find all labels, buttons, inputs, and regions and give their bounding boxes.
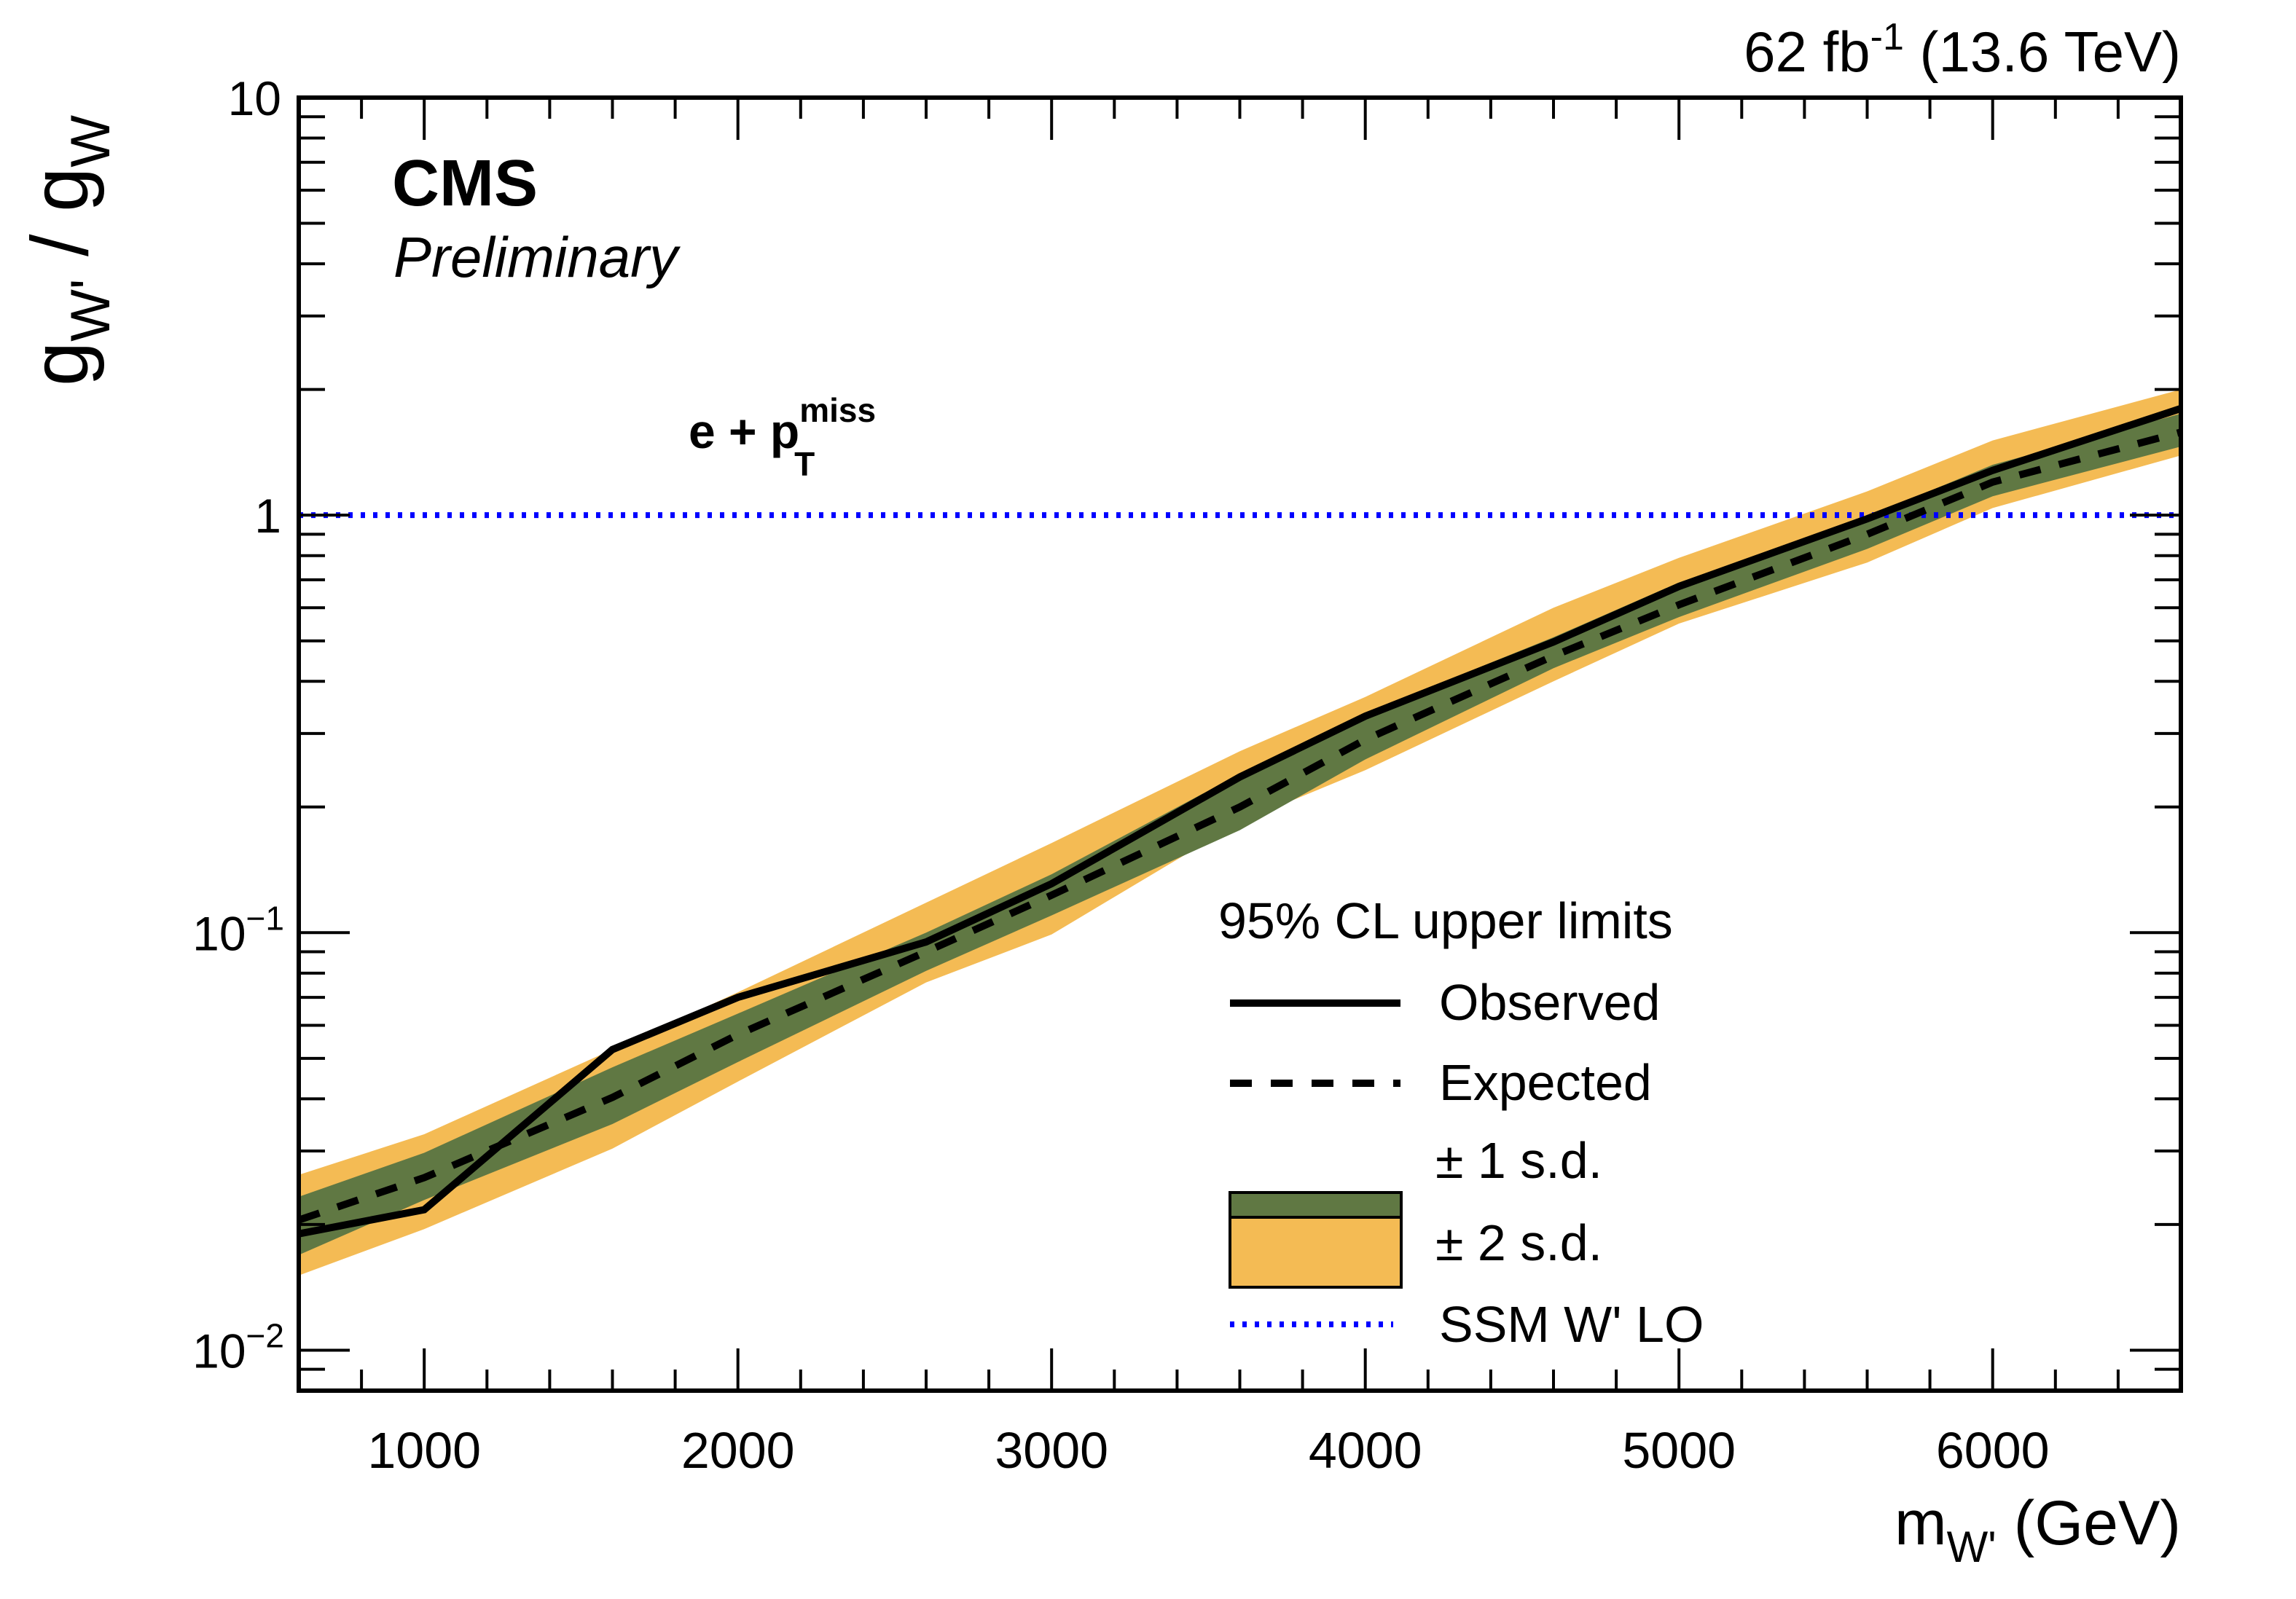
legend-swatch-2sd: [1229, 1216, 1403, 1289]
legend-entry-ssm: SSM W' LO: [1230, 1296, 1704, 1353]
channel-main: e + p: [689, 404, 799, 458]
x-axis-label: mW' (GeV): [1895, 1488, 2181, 1571]
x-tick-label: 6000: [1936, 1422, 2050, 1479]
x-tick-label: 2000: [681, 1422, 795, 1479]
y-label-slash: /: [15, 212, 105, 279]
status-label: Preliminary: [393, 225, 681, 289]
x-tick-label: 5000: [1622, 1422, 1736, 1479]
experiment-label: CMS: [392, 147, 538, 220]
y-tick-base: 10: [192, 1324, 246, 1378]
expected-line: [299, 428, 2181, 1224]
y-tick-label: 10−1: [192, 899, 284, 960]
y-tick-base: 10: [228, 71, 281, 125]
y-tick-exponent: −1: [246, 899, 284, 937]
legend-label-1sd: ± 1 s.d.: [1435, 1132, 1602, 1189]
x-tick-label: 1000: [367, 1422, 481, 1479]
x-tick-label: 4000: [1309, 1422, 1422, 1479]
legend-label-ssm: SSM W' LO: [1439, 1296, 1704, 1353]
channel-sub: T: [794, 445, 815, 483]
x-label-main: m: [1895, 1488, 1947, 1558]
x-label-sub: W': [1947, 1523, 1997, 1571]
y-tick-base: 1: [254, 489, 281, 543]
band-2sd: [299, 389, 2181, 1276]
y-label-g2: g: [15, 168, 105, 212]
legend-title: 95% CL upper limits: [1218, 892, 1673, 949]
y-label-sub1: W': [60, 279, 122, 342]
lumi-value: 62 fb: [1744, 20, 1870, 84]
lumi-exponent: -1: [1870, 16, 1904, 58]
legend-label-expected: Expected: [1439, 1054, 1652, 1111]
y-label-g1: g: [15, 342, 105, 386]
lumi-label: 62 fb-1 (13.6 TeV): [1744, 16, 2181, 84]
y-tick-base: 10: [192, 906, 246, 960]
legend-entry-expected: Expected: [1230, 1054, 1652, 1111]
legend-label-2sd: ± 2 s.d.: [1435, 1214, 1602, 1271]
y-tick-exponent: −2: [246, 1316, 284, 1354]
lines-layer: [299, 405, 2181, 1238]
observed-line: [299, 405, 2181, 1238]
y-tick-label: 10−2: [192, 1316, 284, 1378]
channel-label: e + pmiss T: [689, 391, 876, 483]
legend-entry-2sd: ± 2 s.d.: [1229, 1214, 1602, 1289]
channel-sup: miss: [799, 391, 876, 429]
y-tick-label: 1: [254, 489, 281, 543]
legend-entry-observed: Observed: [1230, 974, 1660, 1031]
x-tick-label: 3000: [995, 1422, 1108, 1479]
legend: 95% CL upper limits Observed Expected ± …: [1218, 892, 1704, 1353]
legend-label-observed: Observed: [1439, 974, 1660, 1031]
y-label-sub2: W: [60, 115, 122, 168]
lumi-energy: (13.6 TeV): [1904, 20, 2181, 84]
band-1sd: [299, 413, 2181, 1255]
y-tick-label: 10: [228, 71, 281, 125]
bands-layer: [299, 389, 2181, 1276]
x-label-tail: (GeV): [1997, 1488, 2181, 1558]
y-axis-label: gW' / gW: [15, 115, 122, 386]
